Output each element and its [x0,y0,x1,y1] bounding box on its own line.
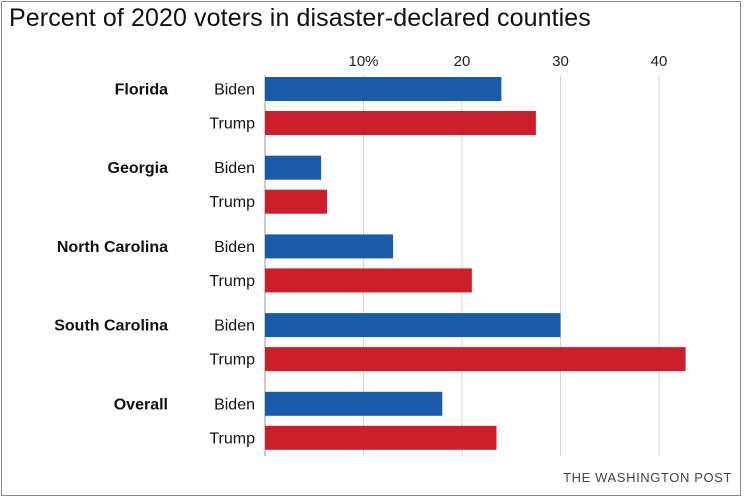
category-label-south-carolina: South Carolina [54,318,168,335]
series-label-north-carolina-trump: Trump [209,273,255,290]
category-label-georgia: Georgia [108,160,169,177]
series-label-overall-biden: Biden [214,396,255,413]
series-label-florida-biden: Biden [214,82,255,99]
category-label-overall: Overall [114,396,168,413]
x-tick-label-30: 30 [552,53,569,70]
source-credit: THE WASHINGTON POST [563,470,732,485]
bar-overall-trump [265,425,497,450]
x-tick-label-10: 10% [348,53,378,70]
bar-florida-biden [265,77,502,101]
series-label-georgia-trump: Trump [209,194,255,211]
series-label-south-carolina-biden: Biden [214,318,255,335]
series-label-overall-trump: Trump [209,430,255,447]
bar-georgia-trump [265,189,328,214]
bar-south-carolina-biden [265,313,561,338]
bar-overall-biden [265,391,443,416]
x-tick-label-20: 20 [454,53,471,70]
bar-georgia-biden [265,155,322,180]
series-label-south-carolina-trump: Trump [209,352,255,369]
series-label-georgia-biden: Biden [214,160,255,177]
category-label-north-carolina: North Carolina [57,239,168,256]
bar-south-carolina-trump [265,347,686,372]
series-label-north-carolina-biden: Biden [214,239,255,256]
bar-florida-trump [265,111,536,135]
bar-north-carolina-trump [265,268,472,293]
category-label-florida: Florida [115,82,168,99]
x-tick-label-40: 40 [651,53,668,70]
chart-title: Percent of 2020 voters in disaster-decla… [9,4,591,32]
series-label-florida-trump: Trump [209,116,255,133]
bar-north-carolina-biden [265,234,394,259]
